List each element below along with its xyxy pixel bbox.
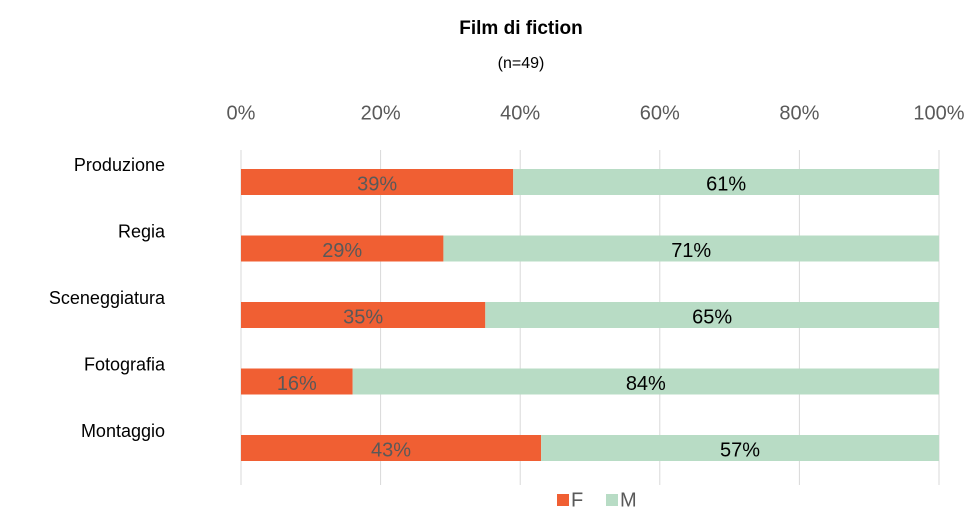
- data-label: 29%: [322, 240, 362, 262]
- data-label: 35%: [343, 306, 383, 328]
- bar-segment: [485, 302, 939, 328]
- chart-title: Film di fiction: [459, 18, 583, 39]
- y-tick-label: Regia: [118, 221, 166, 241]
- bar-segment: [541, 435, 939, 461]
- x-tick-label: 100%: [913, 102, 964, 124]
- x-tick-label: 40%: [500, 102, 540, 124]
- legend-label: M: [620, 489, 637, 511]
- legend-swatch: [606, 494, 618, 506]
- bar-segment: [443, 235, 939, 262]
- bar-segment: [352, 368, 939, 395]
- chart-subtitle: (n=49): [498, 55, 545, 72]
- x-tick-label: 80%: [779, 102, 819, 124]
- data-label: 57%: [720, 439, 760, 461]
- data-label: 65%: [692, 306, 732, 328]
- x-tick-label: 0%: [227, 102, 256, 124]
- data-label: 43%: [371, 439, 411, 461]
- legend-swatch: [557, 494, 569, 506]
- y-tick-label: Fotografia: [84, 354, 166, 374]
- data-label: 39%: [357, 173, 397, 195]
- y-tick-label: Sceneggiatura: [49, 288, 166, 308]
- data-label: 61%: [706, 173, 746, 195]
- bar-segment: [241, 302, 486, 328]
- x-tick-label: 20%: [361, 102, 401, 124]
- legend-label: F: [571, 489, 583, 511]
- bar-segment: [513, 169, 939, 195]
- bar-segment: [241, 368, 353, 395]
- y-tick-label: Produzione: [74, 155, 165, 175]
- y-tick-label: Montaggio: [81, 421, 165, 441]
- data-label: 16%: [277, 373, 317, 395]
- bar-segment: [241, 169, 514, 195]
- x-tick-label: 60%: [640, 102, 680, 124]
- bar-segment: [241, 435, 542, 461]
- bar-segment: [241, 235, 444, 262]
- data-label: 71%: [671, 240, 711, 262]
- data-label: 84%: [626, 373, 666, 395]
